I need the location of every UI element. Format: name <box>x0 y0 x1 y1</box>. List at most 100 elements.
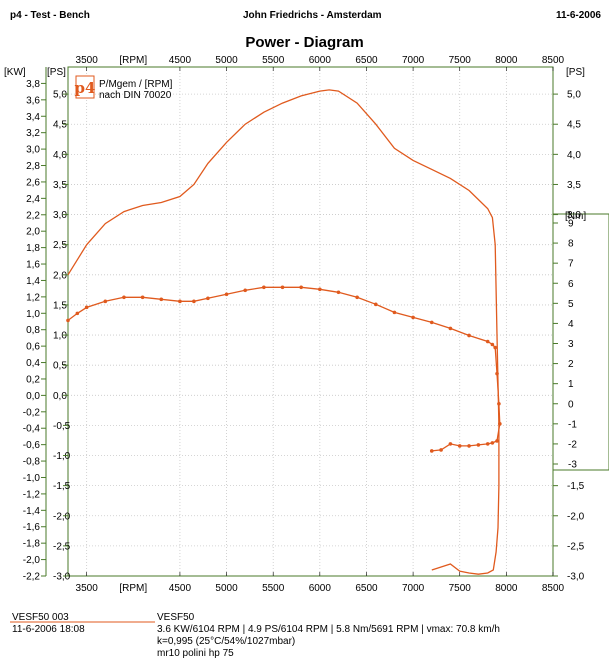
setup-info: mr10 polini hp 75 <box>157 648 234 659</box>
nm-tick-label: 5 <box>568 299 574 310</box>
x-tick-label-top: 6000 <box>309 55 332 66</box>
kw-tick-label: -1,2 <box>23 489 41 500</box>
header-center: John Friedrichs - Amsterdam <box>243 10 382 21</box>
kw-tick-label: -1,6 <box>23 522 41 533</box>
kw-tick-label: 0,4 <box>26 358 40 369</box>
nm-tick-label: 2 <box>568 359 574 370</box>
ps-tick-label-left: -1,5 <box>53 481 71 492</box>
kw-tick-label: 2,0 <box>26 227 40 238</box>
kw-tick-label: 1,2 <box>26 292 40 303</box>
data-point-nm <box>467 444 471 448</box>
ps-tick-label-left: 1,0 <box>53 331 67 342</box>
data-point-nm <box>429 449 434 453</box>
data-point-nm <box>122 295 126 300</box>
x-tick-label-bottom: 6500 <box>355 583 378 594</box>
nm-tick-label: -3 <box>568 460 577 471</box>
series-line-ps <box>67 89 500 575</box>
kw-tick-label: 1,6 <box>26 260 40 271</box>
data-point-nm <box>392 310 397 315</box>
ps-tick-label-right: 4,5 <box>567 120 581 131</box>
nm-tick-label: -2 <box>568 439 577 450</box>
ps-tick-label-left: -3,0 <box>53 572 71 583</box>
data-point-nm <box>318 287 322 292</box>
data-point-nm <box>490 342 495 347</box>
kw-tick-label: 1,0 <box>26 309 40 320</box>
data-point-nm <box>495 439 499 443</box>
kw-tick-label: -1,0 <box>23 473 41 484</box>
kw-tick-label: -1,8 <box>23 539 41 550</box>
x-tick-label-top: 7000 <box>402 55 425 66</box>
data-point-nm <box>336 290 341 295</box>
ps-tick-label-right: -2,0 <box>567 511 585 522</box>
ps-tick-label-right: -3,0 <box>567 572 585 583</box>
ps-tick-label-left: 0,0 <box>53 391 67 402</box>
kw-tick-label: -2,0 <box>23 555 41 566</box>
x-tick-label-bottom: 8000 <box>495 583 518 594</box>
x-tick-label-bottom: 5500 <box>262 583 285 594</box>
run-name: VESF50 003 <box>12 612 69 623</box>
kw-tick-label: -0,4 <box>23 424 41 435</box>
ps-tick-label-right: 4,0 <box>567 150 581 161</box>
ps-axis-label-left: [PS] <box>47 67 66 78</box>
x-tick-label-top: 4500 <box>169 55 192 66</box>
data-point-nm <box>192 299 196 304</box>
correction-info: k=0,995 (25°C/54%/1027mbar) <box>157 636 296 647</box>
ps-tick-label-right: -2,5 <box>567 541 585 552</box>
ps-tick-label-right: -1,5 <box>567 481 585 492</box>
nm-tick-label: 0 <box>568 399 574 410</box>
x-axis-label-bottom: [RPM] <box>119 583 147 594</box>
x-tick-label-bottom: 6000 <box>309 583 332 594</box>
ps-tick-label-left: 2,5 <box>53 240 67 251</box>
kw-tick-label: 2,6 <box>26 177 40 188</box>
series-line-nm <box>67 286 501 452</box>
data-point-nm <box>262 285 266 290</box>
kw-tick-label: 3,6 <box>26 95 40 106</box>
ps-tick-label-left: -2,5 <box>53 541 71 552</box>
x-tick-label-bottom: 8500 <box>542 583 565 594</box>
kw-axis-label: [KW] <box>4 67 26 78</box>
kw-tick-label: 1,8 <box>26 243 40 254</box>
ps-tick-label-left: -2,0 <box>53 511 71 522</box>
kw-tick-label: -0,2 <box>23 407 41 418</box>
data-point-nm <box>490 441 495 445</box>
data-point-nm <box>224 292 229 297</box>
kw-tick-label: 0,6 <box>26 342 40 353</box>
data-point-nm <box>485 442 490 446</box>
header-date: 11-6-2006 <box>555 10 601 21</box>
data-point-nm <box>493 345 497 350</box>
kw-tick-label: 3,2 <box>26 128 40 139</box>
ps-tick-label-right: 5,0 <box>567 90 581 101</box>
data-point-nm <box>159 297 164 302</box>
x-tick-label-top: 7500 <box>449 55 472 66</box>
data-point-nm <box>429 320 434 325</box>
ps-tick-label-right: 3,0 <box>567 210 581 221</box>
ps-tick-label-left: 0,5 <box>53 361 67 372</box>
kw-tick-label: 0,0 <box>26 391 40 402</box>
ps-tick-label-left: 4,0 <box>53 150 67 161</box>
x-tick-label-top: 5500 <box>262 55 285 66</box>
data-point-nm <box>373 302 378 307</box>
ps-tick-label-left: 3,5 <box>53 180 67 191</box>
kw-tick-label: 1,4 <box>26 276 40 287</box>
legend-line-1: P/Mgem / [RPM] <box>99 79 173 90</box>
kw-tick-label: 0,8 <box>26 325 40 336</box>
data-point-nm <box>448 442 453 446</box>
nm-tick-label: 9 <box>568 219 574 230</box>
x-tick-label-bottom: 7500 <box>449 583 472 594</box>
nm-tick-label: 8 <box>568 239 574 250</box>
ps-tick-label-left: 1,5 <box>53 300 67 311</box>
data-point-nm <box>448 326 453 331</box>
x-axis-label-top: [RPM] <box>119 55 147 66</box>
nm-tick-label: 3 <box>568 339 574 350</box>
x-tick-label-top: 3500 <box>76 55 99 66</box>
x-tick-label-bottom: 5000 <box>215 583 238 594</box>
data-point-nm <box>140 295 145 300</box>
x-tick-label-top: 5000 <box>215 55 238 66</box>
data-point-nm <box>411 315 415 320</box>
kw-tick-label: 3,0 <box>26 145 40 156</box>
kw-tick-label: 2,4 <box>26 194 40 205</box>
data-point-nm <box>178 299 182 304</box>
data-point-nm <box>75 311 80 316</box>
kw-tick-label: -2,2 <box>23 572 41 583</box>
x-tick-label-top: 8000 <box>495 55 518 66</box>
